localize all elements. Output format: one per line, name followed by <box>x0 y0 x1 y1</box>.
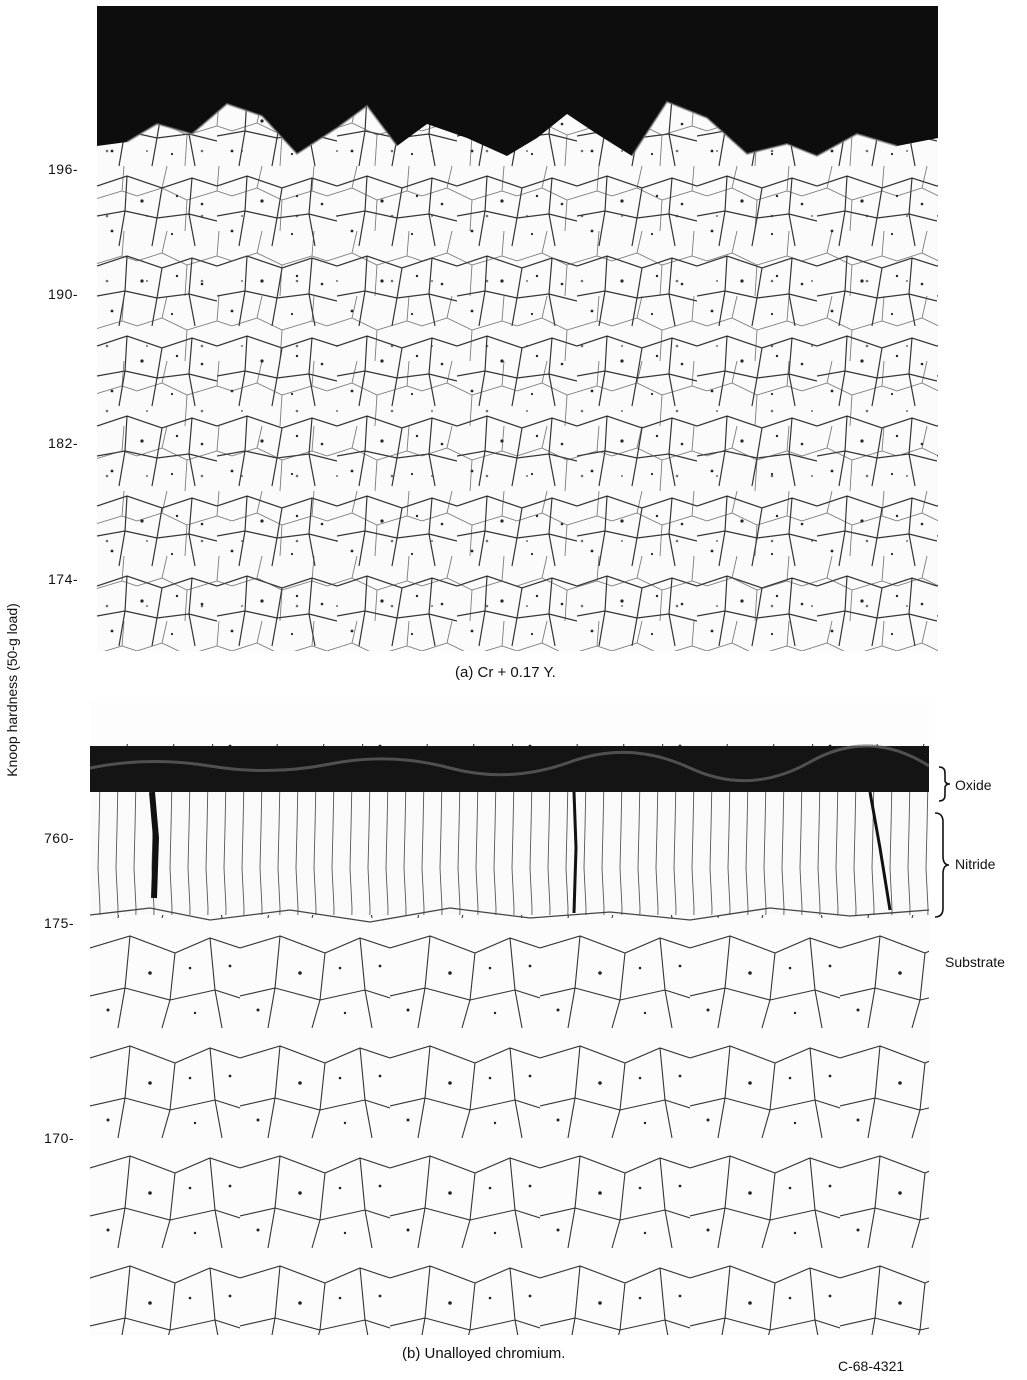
panel-b-caption: (b) Unalloyed chromium. <box>402 1345 566 1362</box>
hardness-tick: 196- <box>48 161 79 177</box>
hardness-tick: 182- <box>48 435 79 451</box>
oxide-brace-icon <box>938 766 951 802</box>
hardness-tick: 170- <box>44 1130 75 1146</box>
micrograph-cr-y <box>97 6 938 651</box>
micrograph-unalloyed-cr <box>90 698 929 1335</box>
substrate-label: Substrate <box>945 954 1005 970</box>
hardness-tick: 760- <box>44 830 75 846</box>
nitride-brace-icon <box>934 812 950 918</box>
y-axis-title: Knoop hardness (50-g load) <box>4 603 20 777</box>
hardness-tick: 190- <box>48 286 79 302</box>
oxide-label: Oxide <box>955 777 992 793</box>
panel-a-caption: (a) Cr + 0.17 Y. <box>455 664 556 681</box>
nitride-label: Nitride <box>955 856 996 872</box>
figure-id: C-68-4321 <box>838 1358 905 1374</box>
hardness-tick: 175- <box>44 915 75 931</box>
hardness-tick: 174- <box>48 571 79 587</box>
